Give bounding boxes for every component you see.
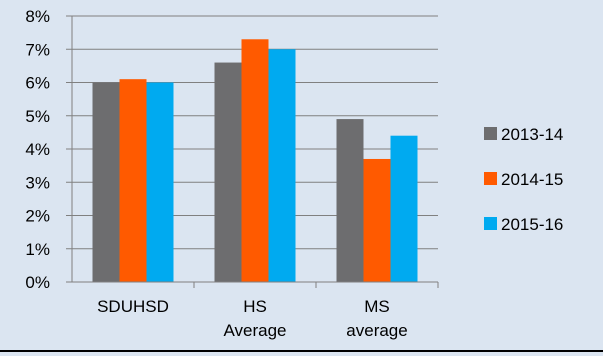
legend-label: 2013-14 — [501, 125, 563, 144]
axes — [71, 16, 439, 288]
category-label: SDUHSD — [97, 297, 169, 316]
legend-swatch — [484, 127, 497, 140]
y-tick-label: 5% — [25, 107, 50, 126]
y-tick-label: 6% — [25, 74, 50, 93]
bar — [336, 119, 364, 282]
y-tick-label: 4% — [25, 140, 50, 159]
category-label: MS average — [346, 297, 407, 340]
y-tick-label: 8% — [25, 7, 50, 26]
bars — [92, 39, 418, 283]
bar — [241, 39, 269, 283]
y-tick-labels: 0% 1% 2% 3% 4% 5% 6% 7% 8% — [25, 7, 50, 292]
y-tick-label: 3% — [25, 173, 50, 192]
category-labels: SDUHSD HS Average MS average — [97, 297, 408, 340]
bar — [363, 158, 391, 282]
y-tick-label: 0% — [25, 273, 50, 292]
category-label: HS Average — [223, 297, 286, 340]
legend-label: 2014-15 — [501, 170, 563, 189]
bar — [268, 49, 296, 282]
bar — [146, 82, 174, 282]
legend: 2013-14 2014-15 2015-16 — [484, 125, 563, 234]
bottom-rule — [0, 350, 603, 352]
legend-swatch — [484, 172, 497, 185]
legend-label: 2015-16 — [501, 215, 563, 234]
bar — [214, 62, 242, 282]
bar — [390, 135, 418, 282]
bar — [119, 79, 147, 282]
y-tick-label: 2% — [25, 207, 50, 226]
bar — [92, 82, 120, 282]
y-tick-label: 7% — [25, 40, 50, 59]
legend-swatch — [484, 217, 497, 230]
y-tick-label: 1% — [25, 240, 50, 259]
